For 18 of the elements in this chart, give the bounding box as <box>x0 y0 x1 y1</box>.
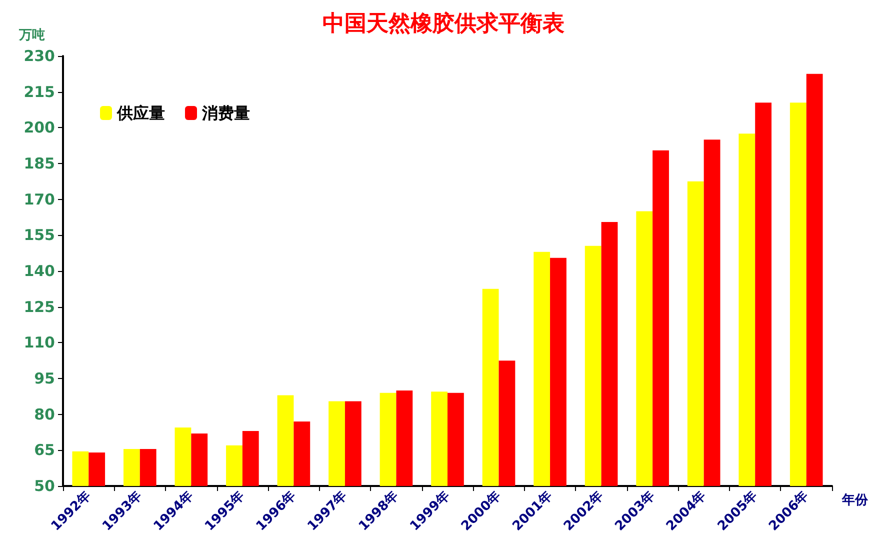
y-tick-label: 200 <box>24 118 55 137</box>
y-tick-label: 110 <box>24 334 55 352</box>
y-tick-label: 65 <box>34 441 55 460</box>
legend-label: 消费量 <box>201 104 250 122</box>
x-axis-title: 年份 <box>841 493 869 508</box>
y-tick-label: 80 <box>34 405 55 424</box>
y-tick-label: 230 <box>24 47 55 65</box>
legend-label: 供应量 <box>116 104 165 122</box>
chart-title: 中国天然橡胶供求平衡表 <box>322 10 564 36</box>
y-tick-label: 155 <box>24 226 55 244</box>
y-tick-label: 140 <box>24 262 55 280</box>
y-tick-label: 185 <box>24 154 55 172</box>
y-tick-label: 95 <box>34 370 55 388</box>
y-tick-label: 50 <box>34 477 55 495</box>
y-tick-label: 125 <box>24 298 55 316</box>
y-tick-label: 215 <box>24 82 55 101</box>
y-tick-label: 170 <box>24 190 55 208</box>
y-axis-title: 万吨 <box>18 28 45 43</box>
